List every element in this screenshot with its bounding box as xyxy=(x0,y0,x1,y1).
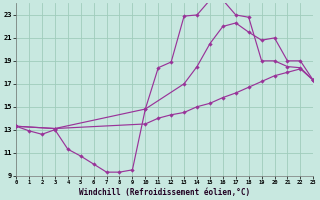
X-axis label: Windchill (Refroidissement éolien,°C): Windchill (Refroidissement éolien,°C) xyxy=(79,188,250,197)
